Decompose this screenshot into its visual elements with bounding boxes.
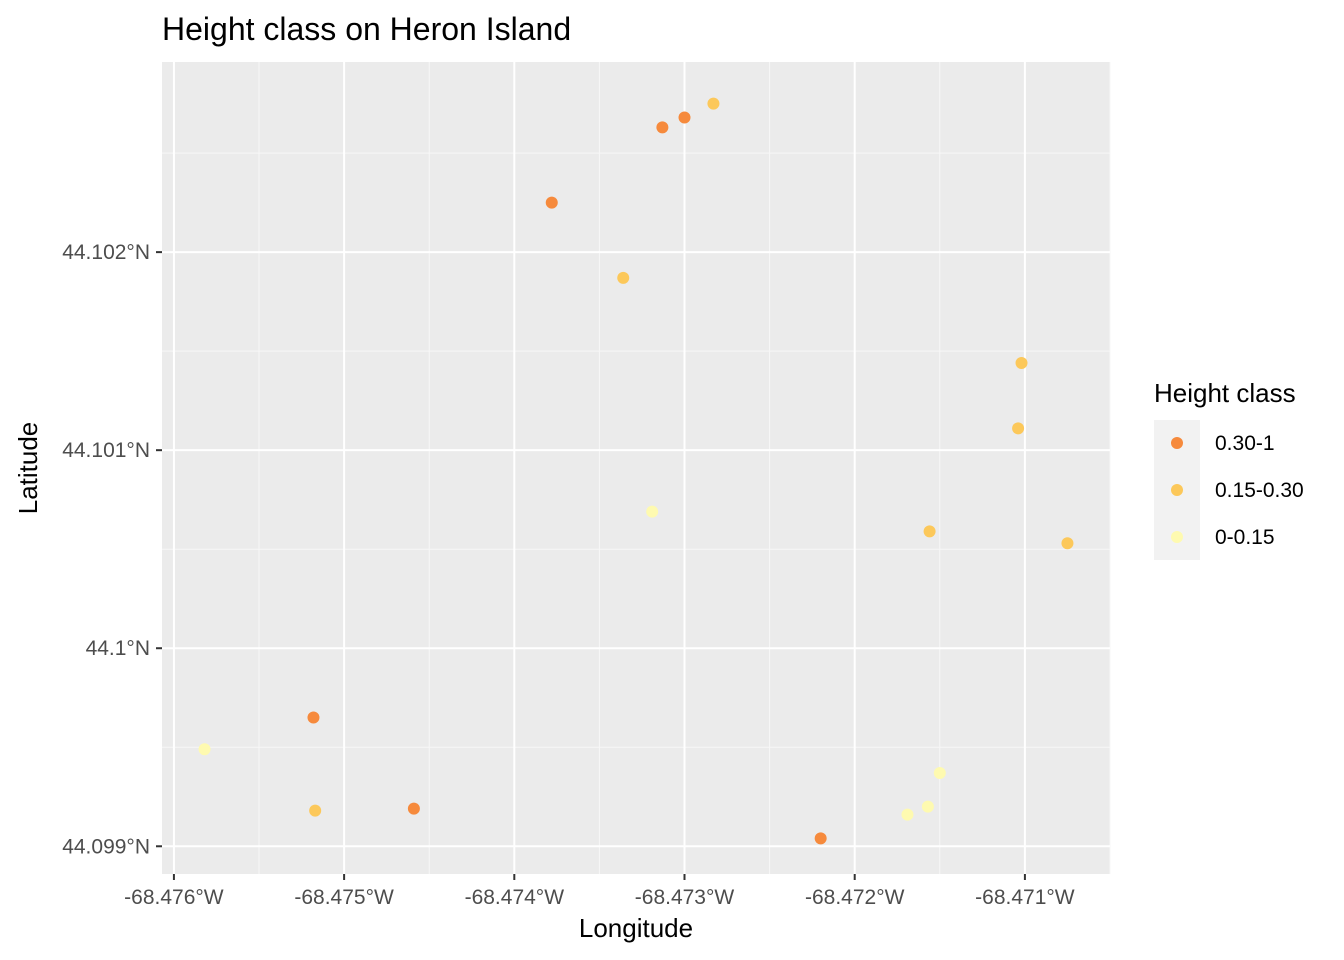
y-tick-label: 44.099°N [62, 835, 150, 858]
y-tick-label: 44.102°N [62, 241, 150, 264]
x-tick-label: -68.476°W [124, 886, 224, 909]
legend-items: 0.30-1 0.15-0.30 0-0.15 [1171, 432, 1304, 549]
legend-label: 0.15-0.30 [1215, 479, 1304, 502]
data-point [707, 97, 720, 110]
data-point [309, 804, 322, 817]
data-point [407, 802, 420, 815]
data-point [617, 271, 630, 284]
data-point [933, 766, 946, 779]
x-tick-label: -68.475°W [294, 886, 394, 909]
x-tick-label: -68.472°W [805, 886, 905, 909]
y-tick-label: 44.101°N [62, 439, 150, 462]
x-tick-label: -68.474°W [465, 886, 565, 909]
plot-panel [162, 62, 1110, 874]
data-point [545, 196, 558, 209]
data-point [1061, 537, 1074, 550]
data-point [678, 111, 691, 124]
data-point [901, 808, 914, 821]
legend-label: 0.30-1 [1215, 432, 1275, 455]
x-axis-title: Longitude [579, 913, 693, 943]
legend-label: 0-0.15 [1215, 526, 1275, 549]
legend-key [1171, 531, 1183, 543]
data-point [1015, 357, 1028, 370]
data-point [814, 832, 827, 845]
legend-title: Height class [1154, 378, 1296, 408]
data-point [307, 711, 320, 724]
data-point [198, 743, 211, 756]
legend-key [1171, 437, 1183, 449]
chart-title: Height class on Heron Island [162, 11, 571, 47]
data-point [1012, 422, 1025, 435]
major-gridlines [162, 62, 1110, 874]
x-tick-label: -68.473°W [635, 886, 735, 909]
legend: Height class 0.30-1 0.15-0.30 0-0.15 [1154, 378, 1304, 560]
data-points [198, 97, 1074, 845]
legend-key [1171, 484, 1183, 496]
x-axis: -68.476°W -68.475°W -68.474°W -68.473°W -68.… [124, 874, 1075, 909]
y-axis: 44.099°N 44.1°N 44.101°N 44.102°N [62, 241, 162, 858]
data-point [923, 525, 936, 538]
y-axis-title: Latitude [13, 422, 43, 515]
minor-gridlines [162, 62, 1111, 874]
x-tick-label: -68.471°W [975, 886, 1075, 909]
data-point [921, 800, 934, 813]
data-point [656, 121, 669, 134]
y-tick-label: 44.1°N [86, 637, 150, 660]
data-point [646, 505, 659, 518]
